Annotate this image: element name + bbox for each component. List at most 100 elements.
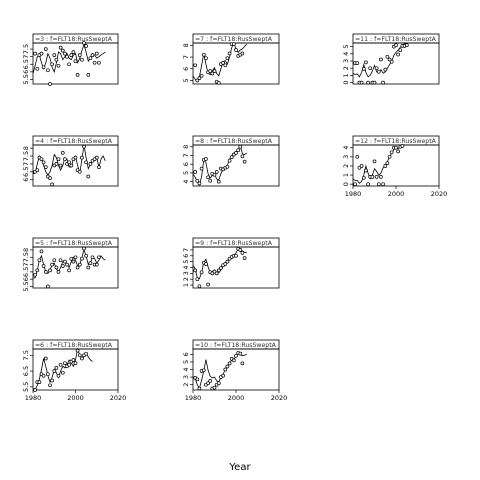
data-point	[195, 377, 200, 382]
panel-age-6: =6 : f=FLT18:RusSweptA 5.5 6.5 7.5 1980 2000 2…	[22, 339, 126, 402]
data-point	[39, 157, 44, 162]
data-point	[48, 82, 52, 86]
data-point	[366, 182, 370, 187]
data-point	[63, 157, 67, 162]
data-point	[242, 159, 247, 164]
data-point	[212, 385, 217, 390]
data-point	[387, 57, 392, 62]
fit-line	[192, 41, 248, 83]
y-tick-label: 5.5	[22, 74, 30, 84]
panel-age-8: =8 : f=FLT18:RusSweptA 4 5 6 7 8	[182, 135, 280, 187]
data-point	[52, 369, 57, 373]
data-point	[234, 151, 238, 155]
data-point	[208, 69, 213, 73]
y-tick-label: 6.5	[22, 59, 30, 69]
y-tick-label: 0	[342, 182, 350, 186]
panel-frame	[32, 42, 119, 85]
data-point	[396, 52, 400, 57]
data-point	[80, 57, 84, 62]
data-point	[366, 80, 370, 85]
data-point	[223, 367, 228, 372]
strip-label: =7 : f=FLT18:RusSweptA	[195, 36, 273, 43]
data-point	[54, 162, 59, 166]
data-point	[77, 353, 82, 358]
y-tick-label: 6	[182, 254, 190, 258]
data-point	[227, 361, 232, 366]
x-tick-label: 1980	[345, 190, 362, 198]
y-tick-label: 2	[342, 164, 350, 168]
data-point	[82, 41, 86, 45]
data-point	[355, 154, 360, 159]
data-point	[353, 182, 357, 187]
y-tick-label: 5	[182, 171, 190, 175]
data-point	[46, 372, 50, 377]
data-point	[212, 69, 217, 73]
x-tick-label: 2020	[431, 190, 448, 198]
strip-label: =11 : f=FLT18:RusSweptA	[355, 36, 437, 43]
data-point	[208, 379, 213, 383]
data-point	[201, 368, 206, 373]
y-tick-label: 2	[182, 277, 190, 281]
data-point	[50, 262, 54, 267]
data-point	[94, 262, 99, 267]
data-point	[361, 67, 366, 71]
data-point	[364, 60, 368, 65]
data-point	[41, 160, 46, 165]
y-tick-label: 8	[22, 146, 30, 150]
data-point	[75, 265, 80, 270]
data-point	[80, 256, 84, 261]
data-point	[90, 53, 95, 57]
data-point	[238, 144, 243, 149]
data-point	[69, 256, 74, 261]
data-point	[56, 270, 61, 274]
data-point	[219, 266, 223, 270]
y-tick-label: 3	[182, 271, 190, 275]
x-tick-label: 2000	[228, 394, 245, 402]
y-tick-label: 2	[182, 383, 190, 387]
data-point	[86, 73, 91, 77]
data-point	[193, 268, 198, 273]
strip-label: =12 : f=FLT18:RusSweptA	[355, 138, 437, 145]
data-point	[197, 76, 202, 80]
data-point	[84, 351, 88, 356]
data-point	[394, 43, 398, 48]
data-point	[240, 251, 245, 255]
y-tick-label: 7.5	[22, 350, 30, 360]
data-point	[33, 272, 37, 277]
panel-age-3: =3 : f=FLT18:RusSweptA 5.566.577.5	[22, 33, 119, 86]
data-point	[43, 356, 48, 361]
y-tick-label: 7.5	[22, 44, 30, 54]
panel-age-12: =12 : f=FLT18:RusSweptA 0 1 2 3 4 1980 2000 2020	[342, 135, 448, 198]
y-tick-label: 6	[22, 70, 30, 74]
data-point	[199, 270, 204, 275]
data-point	[229, 155, 234, 160]
data-point	[193, 170, 198, 174]
data-point	[48, 268, 52, 273]
data-point	[86, 265, 91, 270]
y-tick-label: 4	[342, 52, 350, 56]
data-point	[84, 160, 88, 165]
data-point	[368, 66, 373, 71]
y-tick-label: 7	[22, 162, 30, 166]
strip-label: =6 : f=FLT18:RusSweptA	[35, 342, 113, 349]
data-point	[41, 264, 46, 268]
y-tick-label: 1	[342, 173, 350, 177]
data-point	[206, 381, 210, 386]
data-point	[73, 361, 78, 366]
data-point	[67, 160, 71, 165]
data-point	[67, 268, 71, 273]
data-point	[234, 48, 238, 52]
panel-frame	[192, 42, 280, 85]
data-point	[67, 362, 71, 367]
data-point	[75, 348, 80, 353]
y-tick-label: 4	[182, 367, 190, 371]
y-tick-label: 6.5	[22, 267, 30, 277]
data-point	[197, 284, 202, 289]
data-point	[52, 258, 57, 263]
data-point	[195, 178, 200, 183]
y-tick-label: 1	[342, 73, 350, 77]
panel-age-5: =5 : f=FLT18:RusSweptA 5.566.577.58	[22, 237, 119, 292]
y-tick-label: 8	[182, 43, 190, 47]
data-point	[223, 63, 228, 68]
